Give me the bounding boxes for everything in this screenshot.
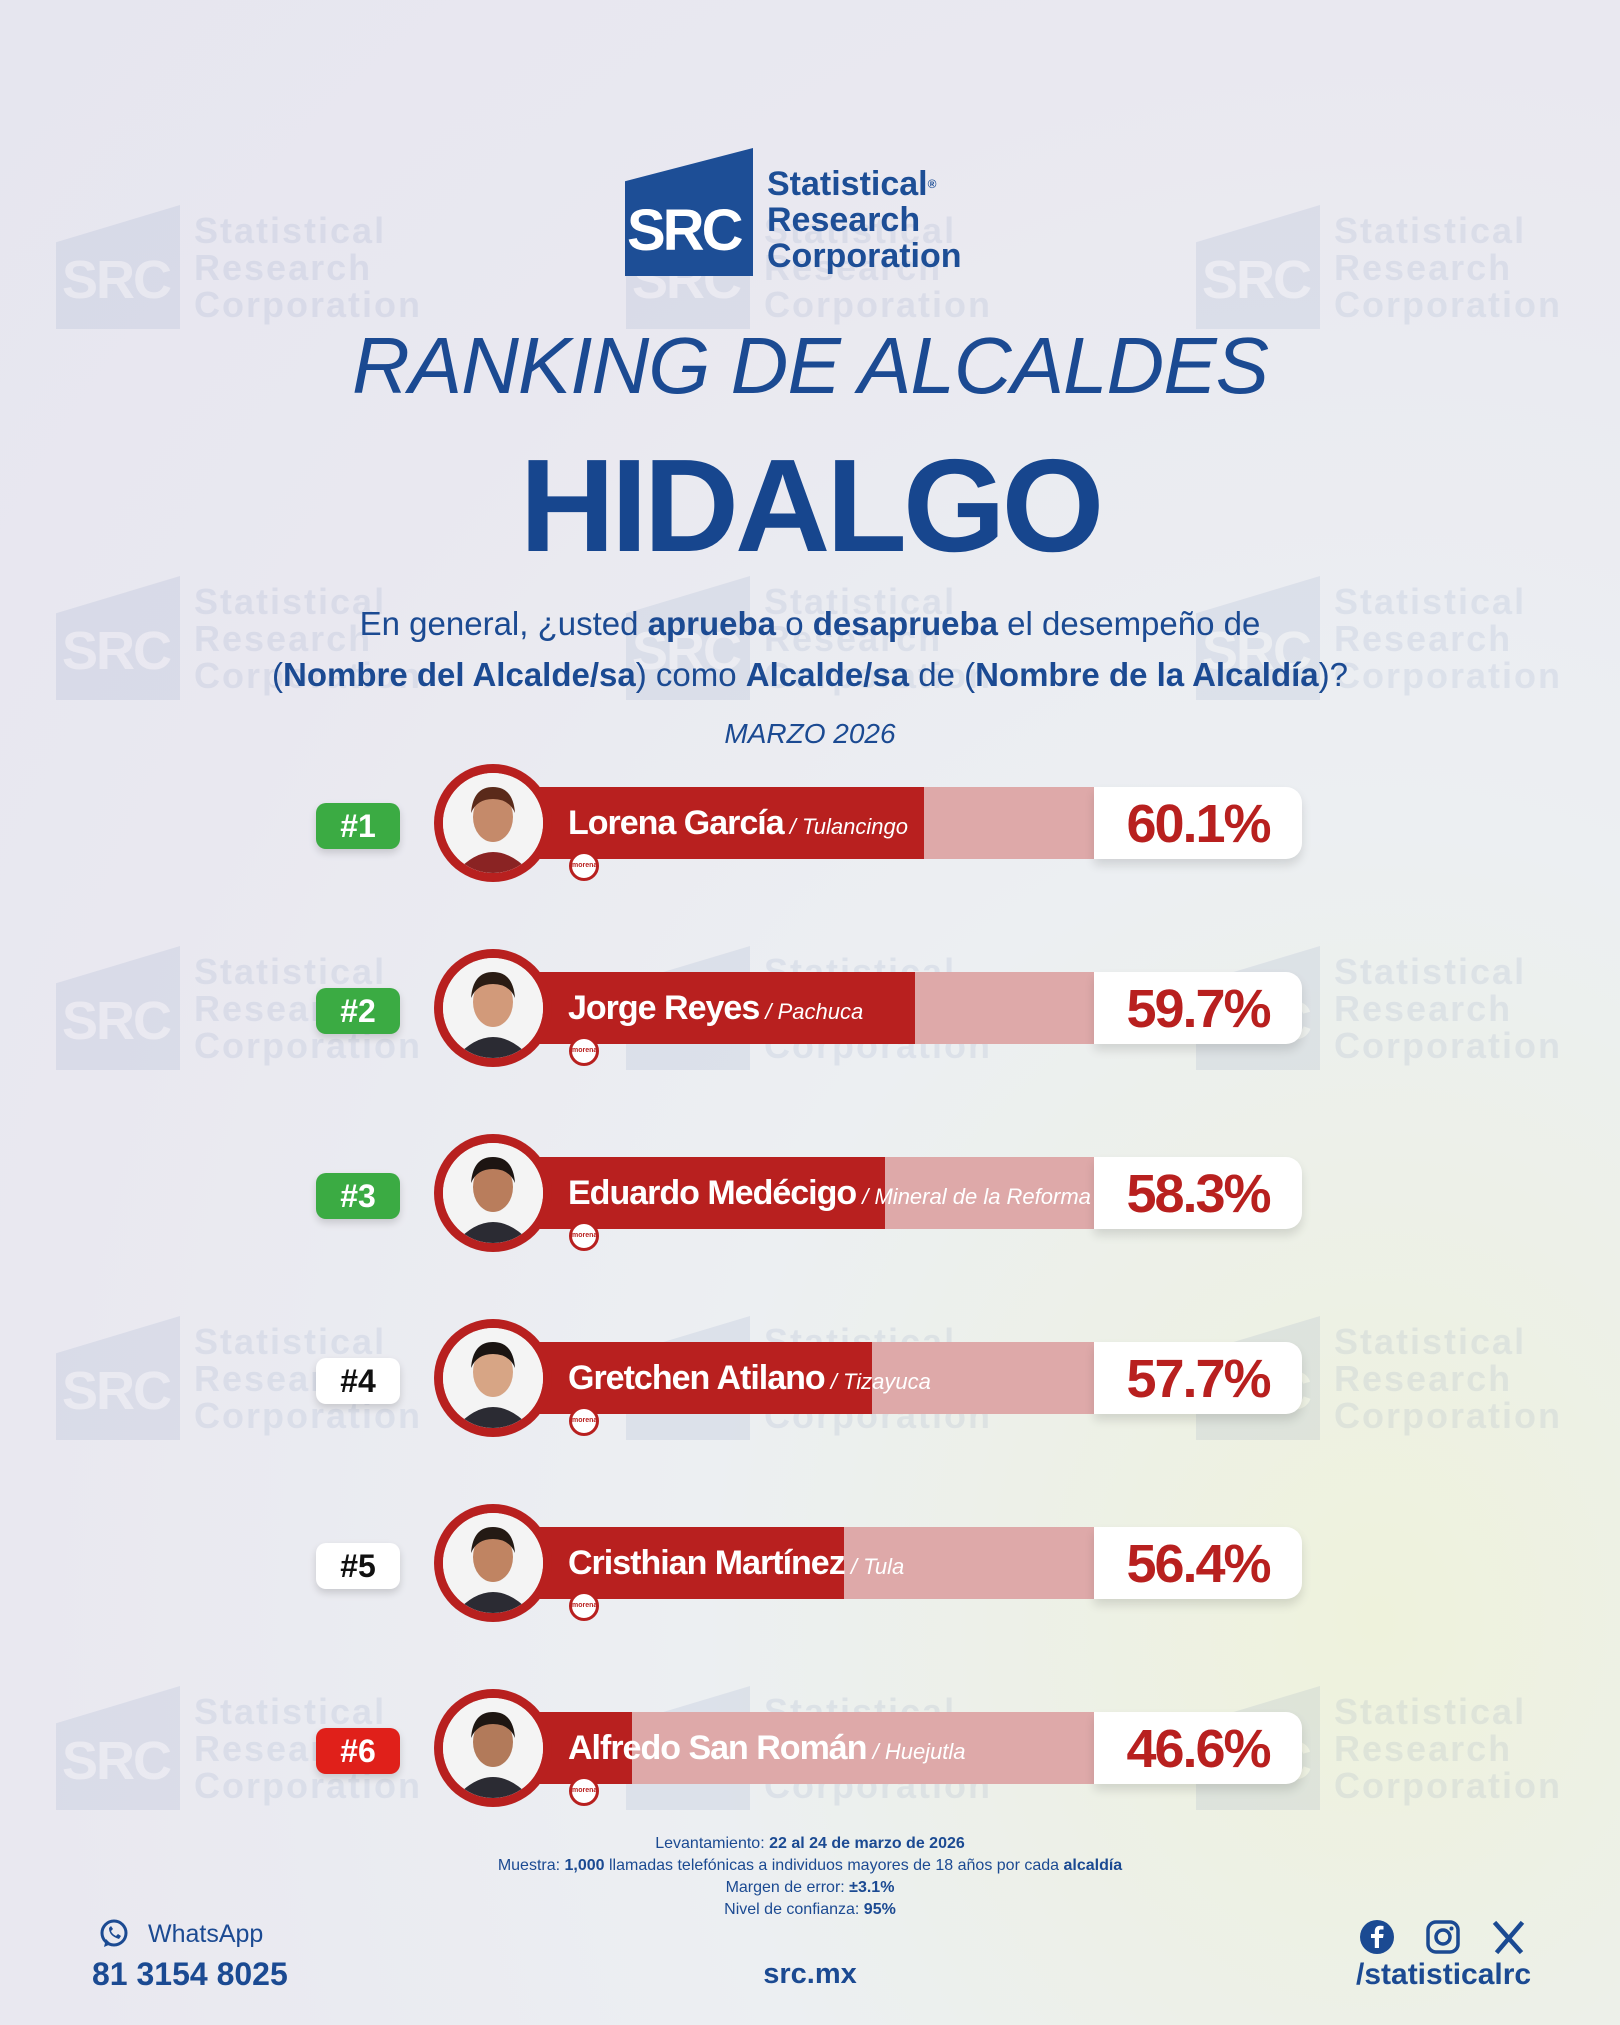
avatar-ring (434, 949, 552, 1067)
facebook-icon[interactable] (1358, 1918, 1396, 1956)
avatar (443, 958, 543, 1058)
candidate-name: Lorena García (568, 804, 785, 842)
avatar (443, 1513, 543, 1613)
party-logo: morena (569, 1591, 599, 1621)
municipality-name: Mineral de la Reforma (874, 1184, 1091, 1209)
avatar-ring (434, 1134, 552, 1252)
watermark: SRC Statistical Research Corporation (626, 1686, 992, 1810)
avatar (443, 773, 543, 873)
ranking-row: #1 60.1% morena Lorena García / Tulancingo (0, 764, 1620, 902)
avatar (443, 1698, 543, 1798)
party-logo: morena (569, 1036, 599, 1066)
value-box (1094, 1157, 1302, 1229)
candidate-label: Lorena García / Tulancingo (568, 787, 908, 859)
party-logo: morena (569, 851, 599, 881)
bar (490, 1527, 844, 1599)
watermark: SRC Statistical Research Corporation (626, 1316, 992, 1440)
logo-wordmark: Statistical® Research Corporation (767, 165, 962, 275)
social-handle[interactable]: /statisticalrc (1356, 1958, 1532, 1991)
avatar-ring (434, 1319, 552, 1437)
watermark: SRC Statistical Research Corporation (56, 1686, 422, 1810)
bar-track (490, 1527, 1094, 1599)
watermark: SRC Statistical Research Corporation (626, 946, 992, 1070)
watermark: SRC Statistical Research Corporation (1196, 576, 1562, 700)
value-box (1094, 1527, 1302, 1599)
survey-period: MARZO 2026 (724, 718, 896, 749)
avatar (443, 1328, 543, 1428)
methodology: Levantamiento: 22 al 24 de marzo de 2026… (497, 1835, 1123, 1918)
social-links (1358, 1918, 1528, 1956)
ranking-row: #5 56.4% morena Cristhian Martínez / Tula (0, 1504, 1620, 1642)
x-icon[interactable] (1490, 1918, 1528, 1956)
watermark: SRC Statistical Research Corporation (56, 576, 422, 700)
party-logo: morena (569, 1221, 599, 1251)
bar (490, 1712, 632, 1784)
party-logo: morena (569, 1406, 599, 1436)
avatar-ring (434, 764, 552, 882)
survey-question: En general, ¿usted aprueba o desaprueba … (272, 605, 1348, 693)
candidate-label: Eduardo Medécigo / Mineral de la Reforma (568, 1157, 1091, 1229)
whatsapp-icon (100, 1919, 128, 1947)
whatsapp-label: WhatsApp (148, 1919, 264, 1948)
ranking-row: #3 58.3% morena Eduardo Medécigo / Mineral … (0, 1134, 1620, 1272)
avatar-ring (434, 1689, 552, 1807)
candidate-name: Cristhian Martínez (568, 1544, 846, 1582)
phone-number[interactable]: 81 3154 8025 (92, 1956, 288, 1992)
party-logo: morena (569, 1776, 599, 1806)
bar (490, 1157, 885, 1229)
watermark: SRC Statistical Research Corporation (56, 1316, 422, 1440)
avatar (443, 1143, 543, 1243)
watermark: SRC Statistical Research Corporation (56, 946, 422, 1070)
rank-badge: #1 (316, 803, 400, 849)
instagram-icon[interactable] (1424, 1918, 1462, 1956)
municipality-name: Tulancingo (802, 814, 908, 839)
value-box (1094, 787, 1302, 859)
data-label: 58.3% (1126, 1164, 1271, 1224)
watermark: SRC Statistical Research Corporation (626, 576, 992, 700)
rank-badge: #5 (316, 1543, 400, 1589)
logo-mark: SRC (625, 148, 753, 276)
data-label: 60.1% (1126, 794, 1271, 854)
src-logo: SRC Statistical® Research Corporation (625, 148, 962, 276)
rank-badge: #3 (316, 1173, 400, 1219)
avatar-ring (434, 1504, 552, 1622)
watermark: SRC Statistical Research Corporation (1196, 1316, 1562, 1440)
watermark: SRC Statistical Research Corporation (1196, 1686, 1562, 1810)
state-title: HIDALGO (519, 432, 1105, 579)
candidate-label: Cristhian Martínez / Tula (568, 1527, 904, 1599)
whatsapp-contact[interactable]: WhatsApp (98, 1918, 263, 1950)
watermark: SRC Statistical Research Corporation (56, 205, 422, 329)
candidate-name: Eduardo Medécigo (568, 1174, 857, 1212)
bar-track (490, 1157, 1094, 1229)
watermark: SRC Statistical Research Corporation (1196, 205, 1562, 329)
website-link[interactable]: src.mx (763, 1958, 857, 1990)
separator: / (783, 814, 802, 839)
bar-track (490, 787, 1094, 859)
bar (490, 787, 924, 859)
data-label: 56.4% (1126, 1534, 1271, 1594)
municipality-name: Tula (863, 1554, 905, 1579)
watermark: SRC Statistical Research Corporation (1196, 946, 1562, 1070)
ranking-title: RANKING DE ALCALDES (351, 321, 1269, 410)
separator: / (844, 1554, 864, 1579)
separator: / (856, 1184, 875, 1209)
